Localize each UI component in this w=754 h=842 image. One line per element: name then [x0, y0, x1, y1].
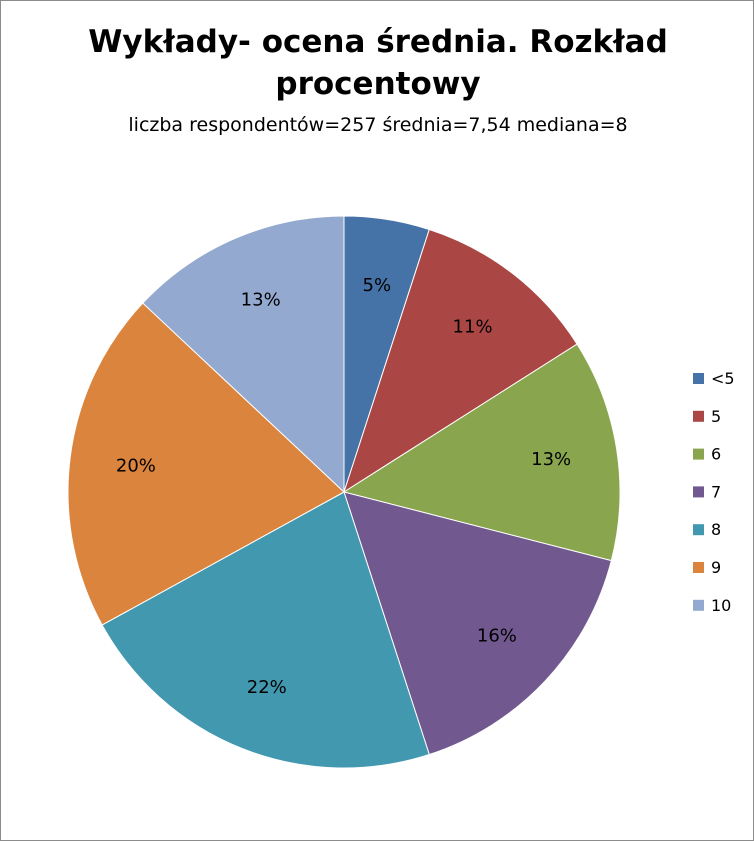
slice-label-2: 11%: [453, 316, 493, 337]
legend-label-6: 9: [711, 558, 721, 577]
pie-slice-7: [142, 215, 345, 494]
legend-swatch-7: [693, 599, 704, 611]
legend-swatch-1: [693, 373, 704, 384]
chart-title: Wykłady- ocena średnia. Rozkład procento…: [88, 24, 668, 102]
legend-swatch-6: [693, 562, 704, 573]
slice-label-6: 20%: [116, 456, 156, 477]
legend-label-1: <5: [711, 369, 735, 388]
slice-label-3: 13%: [531, 449, 571, 470]
pie-slice-5: [101, 491, 430, 769]
legend-swatch-2: [693, 410, 704, 422]
slice-label-1: 5%: [363, 275, 392, 296]
pie-slice-2: [343, 228, 578, 494]
legend-label-3: 6: [711, 445, 721, 464]
pie-slice-3: [342, 343, 621, 562]
legend-swatch-3: [693, 448, 704, 460]
pie-slice-4: [343, 491, 612, 756]
chart-subtitle: liczba respondentów=257 średnia=7,54 med…: [128, 114, 628, 136]
legend-label-5: 8: [711, 520, 721, 539]
legend-label-7: 10: [711, 596, 731, 615]
slice-label-4: 16%: [477, 626, 517, 647]
slice-label-7: 13%: [241, 289, 281, 310]
pie-slice-6: [67, 302, 345, 626]
legend-label-2: 5: [711, 407, 721, 426]
legend-swatch-5: [693, 524, 704, 536]
legend-swatch-4: [693, 486, 704, 498]
legend-label-4: 7: [711, 482, 721, 501]
slice-label-5: 22%: [247, 677, 287, 698]
